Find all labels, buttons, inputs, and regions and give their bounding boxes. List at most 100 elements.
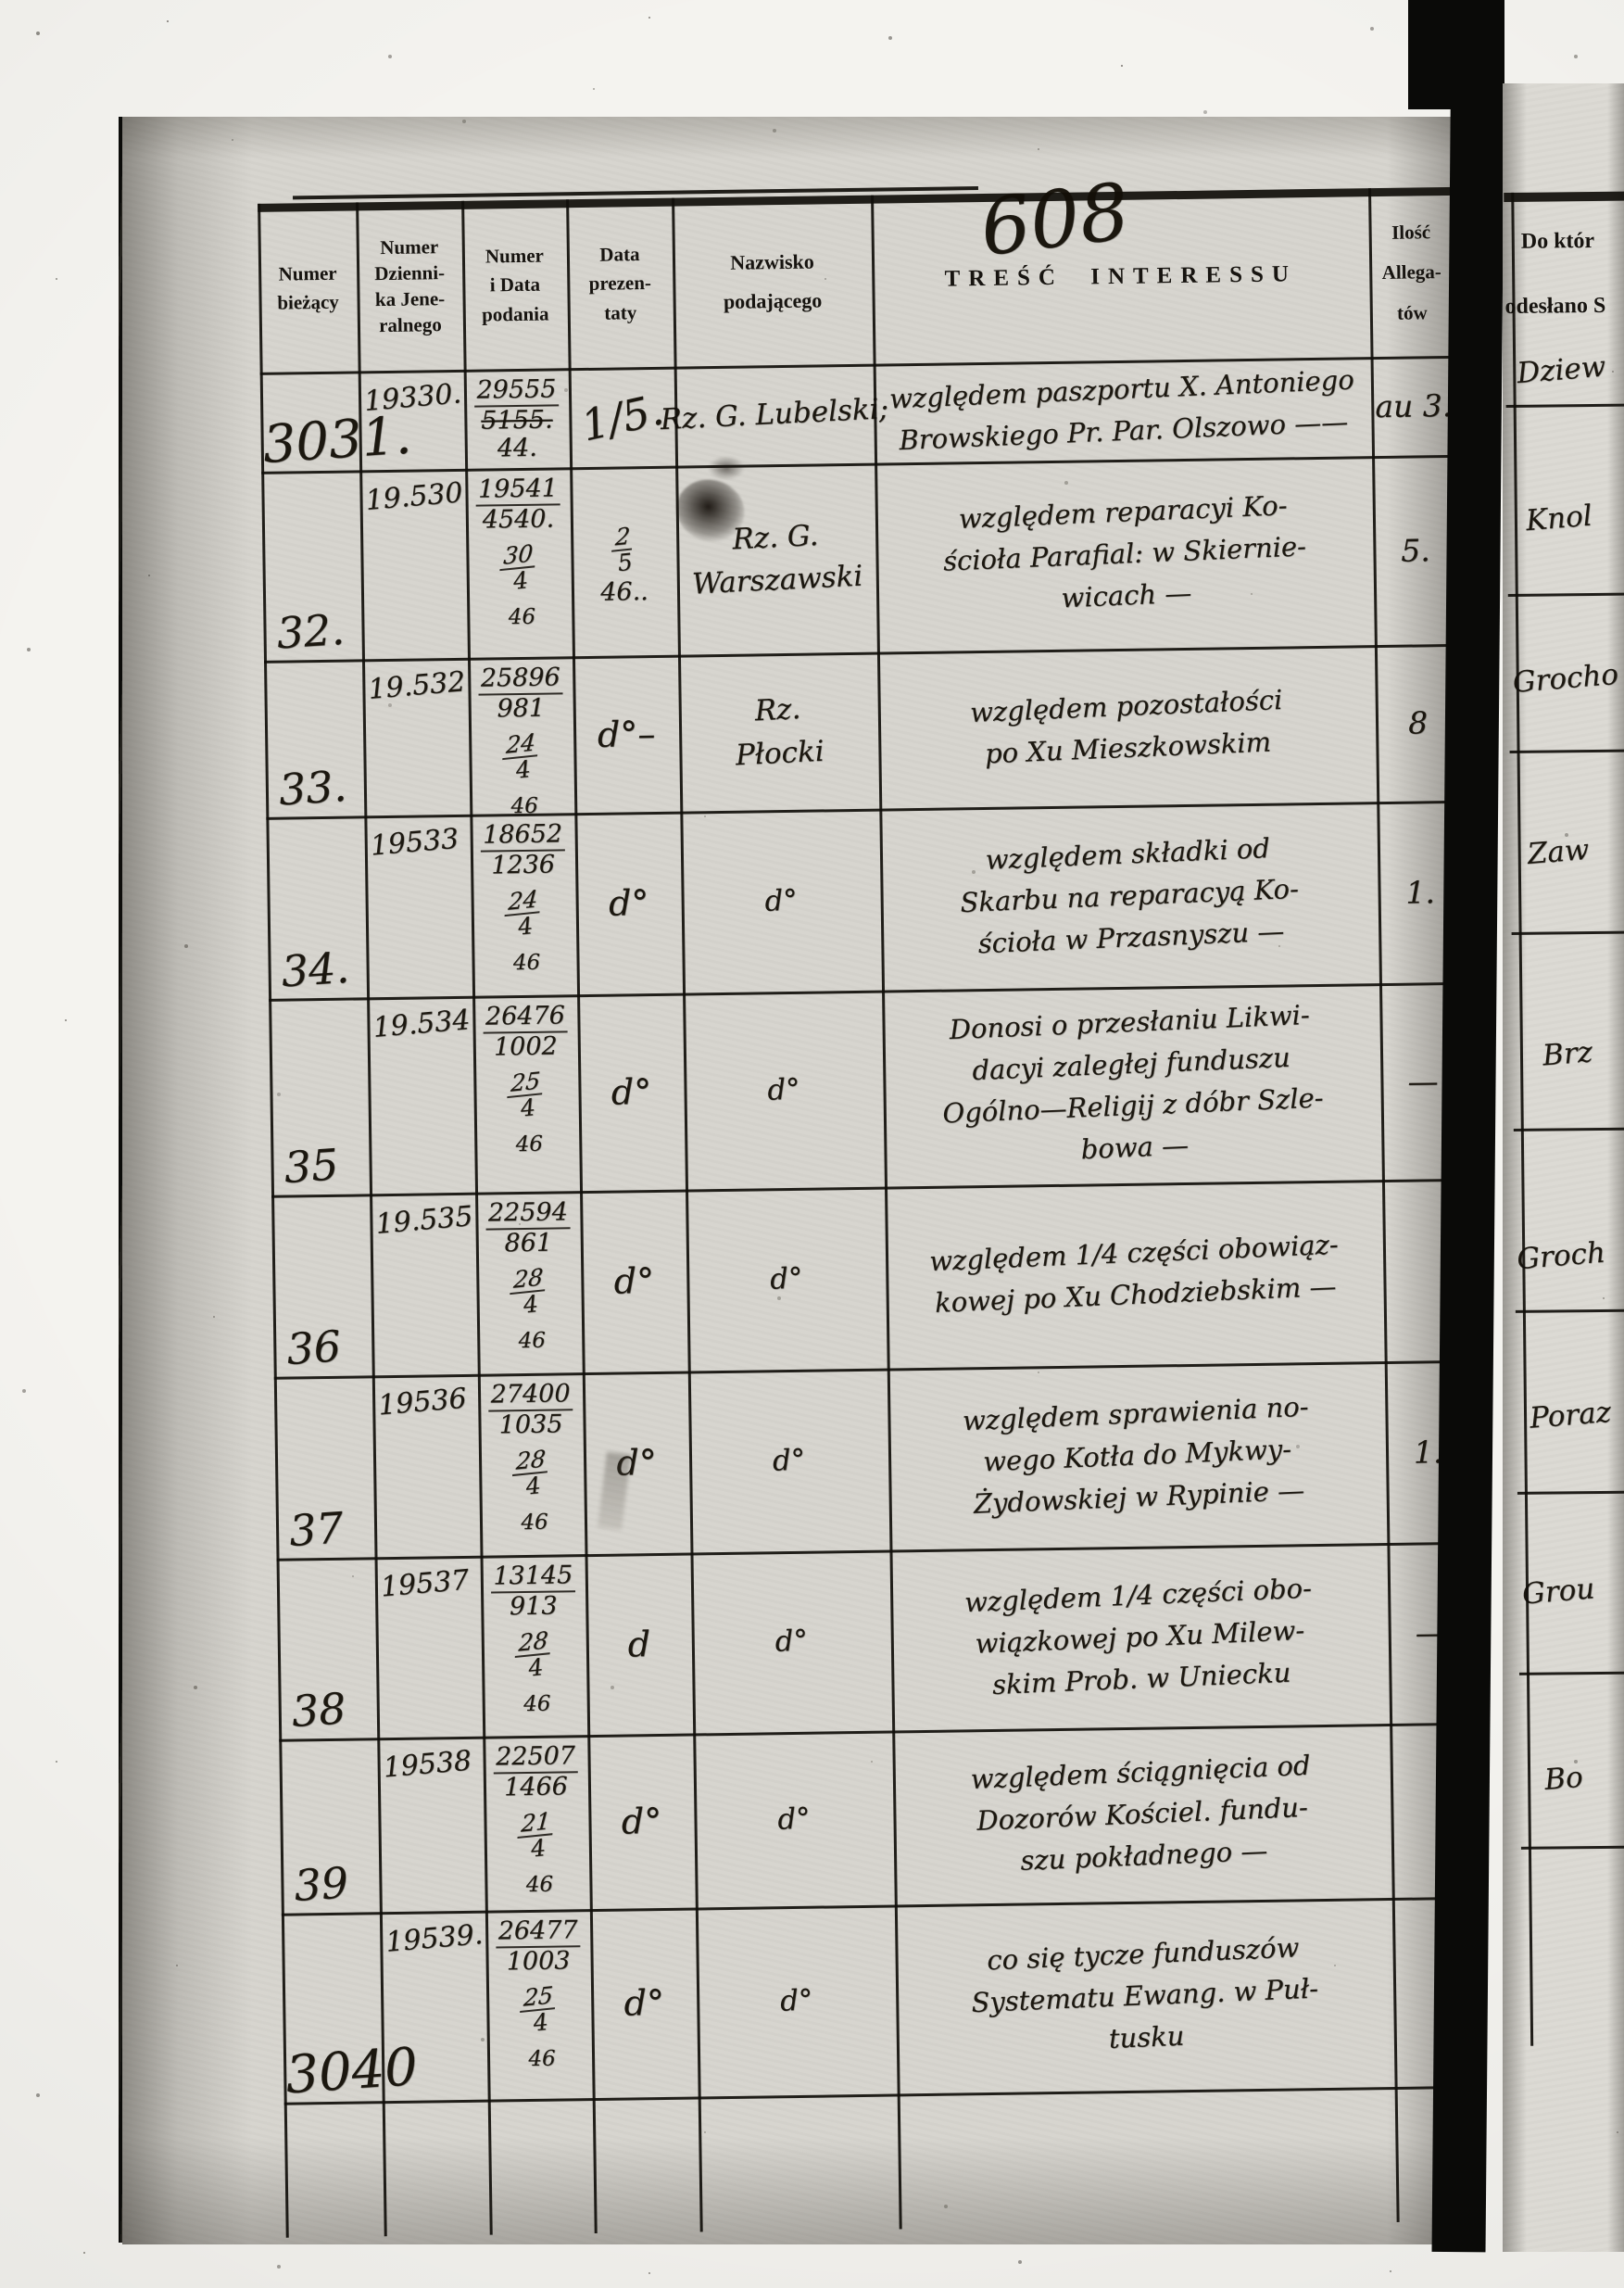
handwritten-lines: względem paszportu X. Antoniego Browskieg… (882, 359, 1364, 461)
recipient-name: Grou (1520, 1572, 1596, 1612)
handwritten-text: 5155. (481, 404, 553, 436)
cell-tresc-interessu: względem ściągnięcia od Dozorów Kościel. … (892, 1724, 1392, 1904)
header-line: Numer (380, 235, 439, 259)
registry-table: Numer bieżący Numer Dzienni- ka Jene- ra… (252, 166, 1456, 2244)
handwritten-lines: 22507 1466 21 4 46 (483, 1741, 589, 1897)
cell-numer-dziennika: 19536 (372, 1374, 481, 1558)
date-fraction: 28 4 (511, 1445, 551, 1500)
recipient-name: Brz (1541, 1035, 1594, 1073)
handwritten-line: 5155. (464, 404, 569, 436)
handwritten-text: 1466 (503, 1771, 569, 1801)
header-line: prezen- (588, 272, 652, 296)
fraction-top: 2 (611, 523, 634, 553)
cell-tresc-interessu: względem składki od Skarbu na reparacyą K… (879, 802, 1379, 990)
cell-tresc-interessu: względem sprawienia no-wego Kotła do Myk… (888, 1361, 1388, 1549)
table-line (1509, 749, 1624, 753)
table-line (1507, 592, 1624, 597)
handwritten-lines: d° (683, 1183, 890, 1374)
table-line (1520, 1845, 1624, 1850)
date-fraction: 28 4 (509, 1263, 548, 1319)
date-fraction: 24 4 (504, 885, 544, 941)
handwritten-text: 981 (497, 693, 546, 723)
fraction-top: 28 (509, 1263, 547, 1296)
handwritten-page-number: 608 (976, 165, 1135, 274)
cell-numer-biezacy: 33. (264, 659, 364, 816)
handwritten-line: 32. (274, 603, 346, 659)
fraction-bottom: 4 (522, 1290, 539, 1319)
cell-nazwisko-podajacego: d° (683, 991, 885, 1190)
cell-ilosc-allegatow: 5. (1372, 455, 1456, 645)
recipient-name: Poraz (1528, 1395, 1613, 1435)
handwritten-text: 29555 (473, 374, 560, 408)
handwritten-lines: d° (687, 1547, 895, 1737)
table-row: 39 19538 22507 1466 21 4 46 d° d° względem ściągn… (279, 1723, 1456, 1914)
handwritten-line: 981 (469, 693, 573, 724)
handwritten-line: au 3. (1375, 386, 1453, 425)
handwritten-text: 1035 (498, 1409, 563, 1439)
handwritten-text: 861 (504, 1228, 553, 1258)
fraction-top: 25 (506, 1067, 544, 1099)
handwritten-line: 25896 (468, 663, 573, 696)
fraction-bottom: 4 (526, 1653, 545, 1682)
handwritten-line: 44. (465, 434, 570, 463)
handwritten-text: 18652 (479, 819, 566, 853)
cell-data-prezentaty: d°– (573, 655, 680, 814)
handwritten-line: Rz. G. Lubelski; (659, 392, 889, 437)
cell-numer-data-podania: 27400 1035 28 4 46 (478, 1372, 585, 1556)
fraction-top: 28 (511, 1445, 549, 1477)
table-line (1511, 192, 1534, 2046)
table-row: 3040 19539. 26477 1003 25 4 46 d° d° co się tycze… (282, 1897, 1456, 2105)
handwritten-line: d° (763, 883, 799, 918)
handwritten-line: d° (623, 1981, 665, 2024)
handwritten-text: 913 (509, 1591, 558, 1621)
cell-numer-dziennika: 19533 (364, 815, 472, 998)
year-note: 46 (521, 1510, 548, 1535)
header-line: podania (481, 302, 549, 326)
handwritten-lines: względem sprawienia no-wego Kotła do Myk… (895, 1384, 1379, 1528)
recipient-name: Groch (1515, 1235, 1607, 1277)
cell-numer-dziennika: 19538 (377, 1737, 485, 1913)
cell-numer-data-podania: 29555 5155. 44. (464, 368, 570, 469)
handwritten-line: 19541 (465, 474, 570, 507)
handwritten-line: 1/5. (576, 383, 668, 451)
header-line: Allega- (1381, 260, 1442, 284)
handwritten-line: d° (772, 1442, 807, 1478)
cell-numer-biezacy: 36 (271, 1194, 372, 1376)
fraction-top: 24 (504, 885, 541, 917)
handwritten-line: 38 (290, 1683, 348, 1738)
handwritten-line: 19.534 (371, 1004, 472, 1044)
recipient-name: Bo (1542, 1760, 1584, 1798)
handwritten-lines: 29555 5155. 44. (464, 374, 570, 463)
table-row: 34. 19533 18652 1236 24 4 46 d° d° względem skład… (266, 801, 1456, 999)
table-row: 38 19537 13145 913 28 4 46 d d° względem 1/4 częś… (277, 1542, 1456, 1739)
header-line: bieżący (277, 290, 339, 314)
cell-tresc-interessu: względem reparacyi Ko-ścioła Parafial: w… (875, 456, 1375, 651)
handwritten-line: 5. (1400, 531, 1430, 569)
handwritten-lines: względem składki od Skarbu na reparacyą K… (888, 824, 1371, 968)
year-note: 46 (508, 604, 536, 629)
handwritten-text: 1003 (506, 1945, 571, 1976)
handwritten-text: 25896 (477, 663, 563, 696)
cell-tresc-interessu: co się tycze funduszów Systematu Ewang. w… (895, 1898, 1395, 2093)
cell-nazwisko-podajacego: d° (680, 809, 882, 993)
handwritten-line: 27400 (478, 1379, 583, 1412)
handwritten-line: 1466 (484, 1771, 588, 1802)
cell-data-prezentaty: 2 5 46.. (570, 466, 678, 657)
handwritten-line: 4540. (466, 504, 571, 535)
cell-nazwisko-podajacego: d° (686, 1187, 888, 1372)
handwritten-line: 19533 (369, 822, 460, 863)
handwritten-line: 19539. (384, 1918, 485, 1959)
date-fraction: 21 4 (517, 1807, 557, 1863)
cell-numer-data-podania: 19541 4540. 30 4 46 (465, 467, 573, 658)
cell-numer-biezacy: 3040 (282, 1912, 420, 2105)
cell-numer-dziennika: 19.530 (359, 469, 468, 660)
header-line: Ilość (1391, 221, 1431, 245)
header-line: Numer (278, 261, 337, 285)
cell-tresc-interessu: względem paszportu X. Antoniego Browskieg… (874, 357, 1372, 462)
cell-nazwisko-podajacego: d° (690, 1550, 892, 1734)
table-line (1505, 403, 1624, 408)
year-note: 46 (515, 1131, 544, 1157)
handwritten-line: d° (611, 1071, 652, 1113)
cell-ilosc-allegatow: au 3. (1371, 356, 1456, 456)
